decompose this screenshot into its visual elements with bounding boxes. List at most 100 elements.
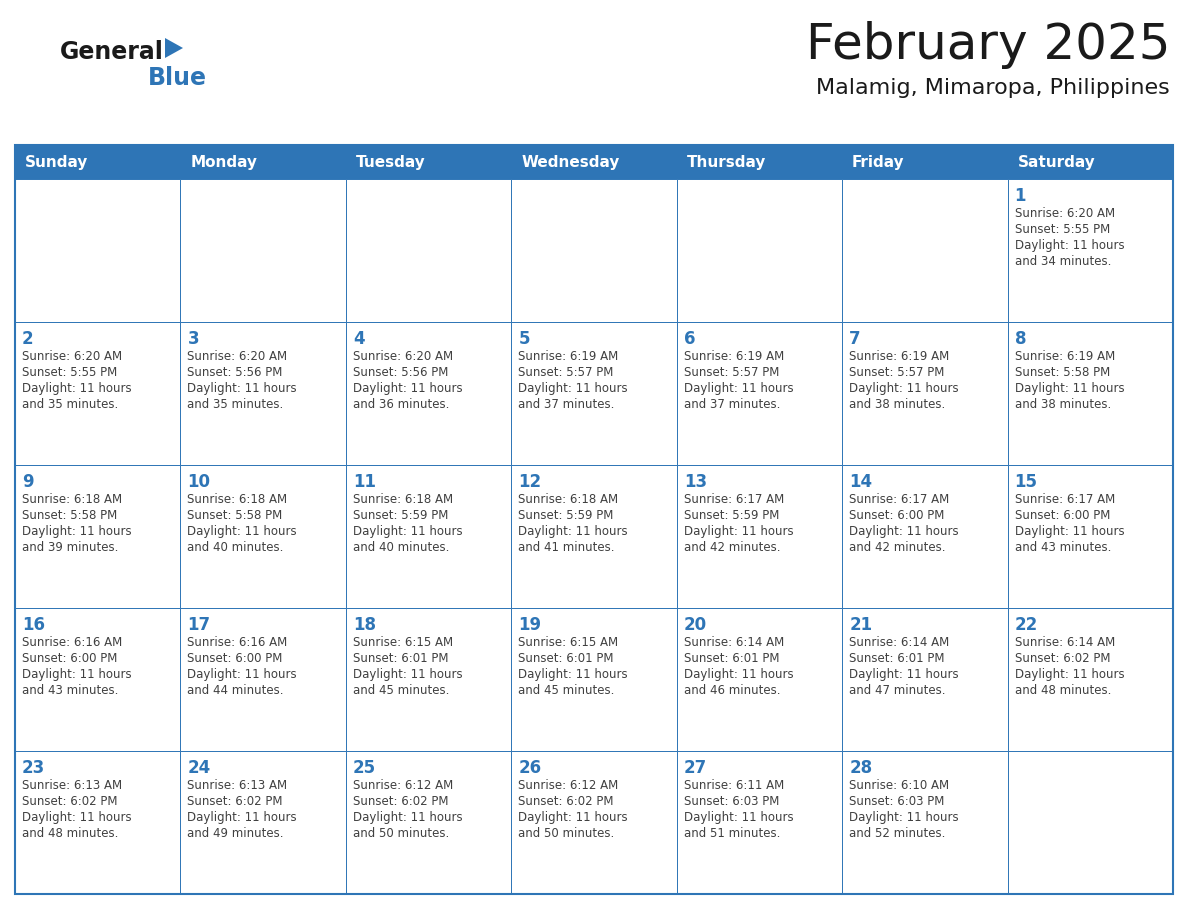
Text: Daylight: 11 hours: Daylight: 11 hours	[684, 668, 794, 681]
Text: Sunrise: 6:14 AM: Sunrise: 6:14 AM	[1015, 636, 1114, 649]
Text: 15: 15	[1015, 473, 1037, 491]
Text: Sunrise: 6:16 AM: Sunrise: 6:16 AM	[188, 636, 287, 649]
Bar	[346, 322, 511, 465]
Text: 26: 26	[518, 759, 542, 777]
Text: Monday: Monday	[190, 154, 258, 170]
Text: and 50 minutes.: and 50 minutes.	[353, 827, 449, 840]
Bar	[511, 179, 677, 322]
Text: Sunrise: 6:14 AM: Sunrise: 6:14 AM	[684, 636, 784, 649]
Text: Sunset: 6:00 PM: Sunset: 6:00 PM	[849, 509, 944, 522]
Bar	[346, 608, 511, 751]
Text: and 39 minutes.: and 39 minutes.	[23, 541, 119, 554]
Text: Sunrise: 6:18 AM: Sunrise: 6:18 AM	[518, 493, 619, 506]
Bar	[677, 179, 842, 322]
Bar	[346, 179, 511, 322]
Bar	[346, 145, 511, 179]
Text: Sunrise: 6:13 AM: Sunrise: 6:13 AM	[188, 779, 287, 792]
Text: Daylight: 11 hours: Daylight: 11 hours	[684, 525, 794, 538]
Bar	[181, 465, 346, 608]
Text: Sunset: 6:01 PM: Sunset: 6:01 PM	[353, 652, 448, 665]
Bar	[511, 465, 677, 608]
Text: Sunset: 5:58 PM: Sunset: 5:58 PM	[23, 509, 118, 522]
Text: General: General	[61, 40, 164, 64]
Text: and 48 minutes.: and 48 minutes.	[1015, 684, 1111, 697]
Text: Tuesday: Tuesday	[355, 154, 425, 170]
Bar	[346, 751, 511, 894]
Text: Sunrise: 6:10 AM: Sunrise: 6:10 AM	[849, 779, 949, 792]
Text: 17: 17	[188, 616, 210, 634]
Bar	[677, 145, 842, 179]
Text: Daylight: 11 hours: Daylight: 11 hours	[849, 382, 959, 395]
Text: and 44 minutes.: and 44 minutes.	[188, 684, 284, 697]
Text: Sunrise: 6:17 AM: Sunrise: 6:17 AM	[1015, 493, 1114, 506]
Text: 23: 23	[23, 759, 45, 777]
Text: Sunset: 6:00 PM: Sunset: 6:00 PM	[188, 652, 283, 665]
Bar	[15, 751, 181, 894]
Text: Daylight: 11 hours: Daylight: 11 hours	[23, 668, 132, 681]
Text: Sunset: 5:57 PM: Sunset: 5:57 PM	[518, 366, 614, 379]
Text: Sunset: 6:00 PM: Sunset: 6:00 PM	[23, 652, 118, 665]
Text: Daylight: 11 hours: Daylight: 11 hours	[23, 525, 132, 538]
Text: and 49 minutes.: and 49 minutes.	[188, 827, 284, 840]
Text: Daylight: 11 hours: Daylight: 11 hours	[1015, 239, 1124, 252]
Text: Sunset: 5:57 PM: Sunset: 5:57 PM	[684, 366, 779, 379]
Bar	[15, 145, 1173, 894]
Text: Sunrise: 6:15 AM: Sunrise: 6:15 AM	[518, 636, 619, 649]
Text: Sunset: 6:01 PM: Sunset: 6:01 PM	[849, 652, 944, 665]
Text: Sunrise: 6:11 AM: Sunrise: 6:11 AM	[684, 779, 784, 792]
Bar	[842, 608, 1007, 751]
Text: Sunset: 6:02 PM: Sunset: 6:02 PM	[1015, 652, 1110, 665]
Text: Malamig, Mimaropa, Philippines: Malamig, Mimaropa, Philippines	[816, 78, 1170, 98]
Bar	[511, 145, 677, 179]
Text: Sunset: 6:02 PM: Sunset: 6:02 PM	[188, 795, 283, 808]
Text: 19: 19	[518, 616, 542, 634]
Text: Sunrise: 6:20 AM: Sunrise: 6:20 AM	[1015, 207, 1114, 220]
Text: Daylight: 11 hours: Daylight: 11 hours	[849, 525, 959, 538]
Bar	[181, 322, 346, 465]
Text: Sunrise: 6:12 AM: Sunrise: 6:12 AM	[518, 779, 619, 792]
Text: Sunrise: 6:18 AM: Sunrise: 6:18 AM	[353, 493, 453, 506]
Text: Daylight: 11 hours: Daylight: 11 hours	[1015, 668, 1124, 681]
Text: and 43 minutes.: and 43 minutes.	[23, 684, 119, 697]
Text: Sunrise: 6:20 AM: Sunrise: 6:20 AM	[23, 350, 122, 363]
Text: Daylight: 11 hours: Daylight: 11 hours	[188, 382, 297, 395]
Text: 1: 1	[1015, 187, 1026, 205]
Text: Daylight: 11 hours: Daylight: 11 hours	[23, 811, 132, 824]
Bar	[511, 322, 677, 465]
Text: 28: 28	[849, 759, 872, 777]
Bar	[842, 179, 1007, 322]
Text: and 42 minutes.: and 42 minutes.	[849, 541, 946, 554]
Polygon shape	[165, 38, 183, 58]
Text: and 45 minutes.: and 45 minutes.	[353, 684, 449, 697]
Bar	[842, 751, 1007, 894]
Text: Sunset: 6:02 PM: Sunset: 6:02 PM	[23, 795, 118, 808]
Text: Sunrise: 6:19 AM: Sunrise: 6:19 AM	[518, 350, 619, 363]
Text: Daylight: 11 hours: Daylight: 11 hours	[188, 525, 297, 538]
Text: Sunrise: 6:20 AM: Sunrise: 6:20 AM	[188, 350, 287, 363]
Text: and 36 minutes.: and 36 minutes.	[353, 398, 449, 411]
Text: Daylight: 11 hours: Daylight: 11 hours	[188, 811, 297, 824]
Text: and 50 minutes.: and 50 minutes.	[518, 827, 614, 840]
Text: Sunset: 6:03 PM: Sunset: 6:03 PM	[849, 795, 944, 808]
Text: and 51 minutes.: and 51 minutes.	[684, 827, 781, 840]
Text: Sunrise: 6:17 AM: Sunrise: 6:17 AM	[684, 493, 784, 506]
Bar	[181, 145, 346, 179]
Text: Daylight: 11 hours: Daylight: 11 hours	[1015, 382, 1124, 395]
Text: and 42 minutes.: and 42 minutes.	[684, 541, 781, 554]
Text: and 40 minutes.: and 40 minutes.	[188, 541, 284, 554]
Text: 16: 16	[23, 616, 45, 634]
Bar	[842, 465, 1007, 608]
Bar	[15, 145, 181, 179]
Text: February 2025: February 2025	[805, 21, 1170, 69]
Bar	[1007, 322, 1173, 465]
Text: Sunset: 6:01 PM: Sunset: 6:01 PM	[518, 652, 614, 665]
Text: Sunset: 6:02 PM: Sunset: 6:02 PM	[353, 795, 448, 808]
Text: Saturday: Saturday	[1017, 154, 1095, 170]
Text: Daylight: 11 hours: Daylight: 11 hours	[684, 811, 794, 824]
Text: Sunrise: 6:18 AM: Sunrise: 6:18 AM	[23, 493, 122, 506]
Text: and 38 minutes.: and 38 minutes.	[849, 398, 946, 411]
Text: Sunset: 5:58 PM: Sunset: 5:58 PM	[1015, 366, 1110, 379]
Text: 4: 4	[353, 330, 365, 348]
Text: 27: 27	[684, 759, 707, 777]
Bar	[677, 608, 842, 751]
